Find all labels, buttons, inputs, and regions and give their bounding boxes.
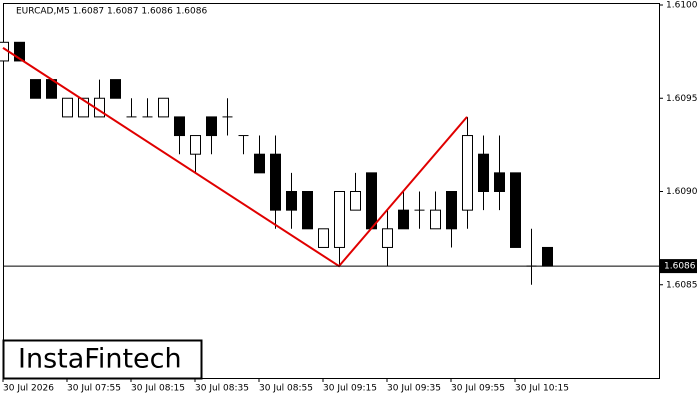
y-tick-label: 1.6090 — [666, 187, 698, 197]
candle-body-bull — [62, 97, 73, 118]
candle-body-bull — [318, 228, 329, 248]
x-tick-label: 30 Jul 10:15 — [515, 384, 569, 394]
candle-body-bear — [446, 191, 457, 230]
candle-body-bull — [430, 209, 441, 230]
x-tick-label: 30 Jul 09:15 — [323, 384, 377, 394]
candle-body-bull — [78, 97, 89, 118]
logo-box — [2, 339, 203, 380]
candle-body-bear — [494, 172, 505, 193]
candle-body-bull — [462, 135, 473, 211]
candle-body-bear — [270, 153, 281, 211]
x-tick-label: 30 Jul 08:35 — [195, 384, 249, 394]
y-tick-label: 1.6100 — [666, 1, 698, 11]
candle-body-bull — [382, 228, 393, 248]
candle-body-bear — [478, 153, 489, 192]
candle-body-bear — [206, 116, 217, 137]
x-tick-label: 30 Jul 08:15 — [131, 384, 185, 394]
y-tick-label: 1.6085 — [666, 280, 698, 290]
candle-body-bear — [286, 191, 297, 211]
candle-body-bear — [174, 116, 185, 137]
candle-body-bull — [190, 135, 201, 155]
candle-body-bull — [350, 191, 361, 211]
x-tick-label: 30 Jul 09:55 — [451, 384, 505, 394]
x-tick-label: 30 Jul 07:55 — [67, 384, 121, 394]
candle-body-bear — [366, 172, 377, 230]
candle-body-bear — [14, 41, 25, 62]
candle-body-bull — [158, 97, 169, 118]
candle-body-bear — [510, 172, 521, 248]
candle-body-bull — [334, 191, 345, 248]
candle-body-bear — [254, 153, 265, 174]
candle-body-bear — [542, 246, 553, 267]
price-label: 1.6086 — [664, 262, 696, 272]
x-tick-label: 30 Jul 09:35 — [387, 384, 441, 394]
plot-layer: 1.6100 1.6095 1.6090 1.6085 30 Jul 2026 30 Ju… — [0, 1, 698, 394]
x-tick-label: 30 Jul 08:55 — [259, 384, 313, 394]
chart-title: EURCAD,M5 1.6087 1.6087 1.6086 1.6086 — [16, 7, 207, 17]
logo: InstaFintech — [18, 344, 182, 375]
candle-body-bear — [398, 209, 409, 230]
x-tick-label: 30 Jul 2026 — [3, 384, 54, 394]
candle-body-bear — [302, 191, 313, 230]
candle-body-bear — [30, 79, 41, 99]
y-tick-label: 1.6095 — [666, 94, 698, 104]
price-label-box — [660, 259, 697, 274]
candle-body-bear — [110, 79, 121, 99]
